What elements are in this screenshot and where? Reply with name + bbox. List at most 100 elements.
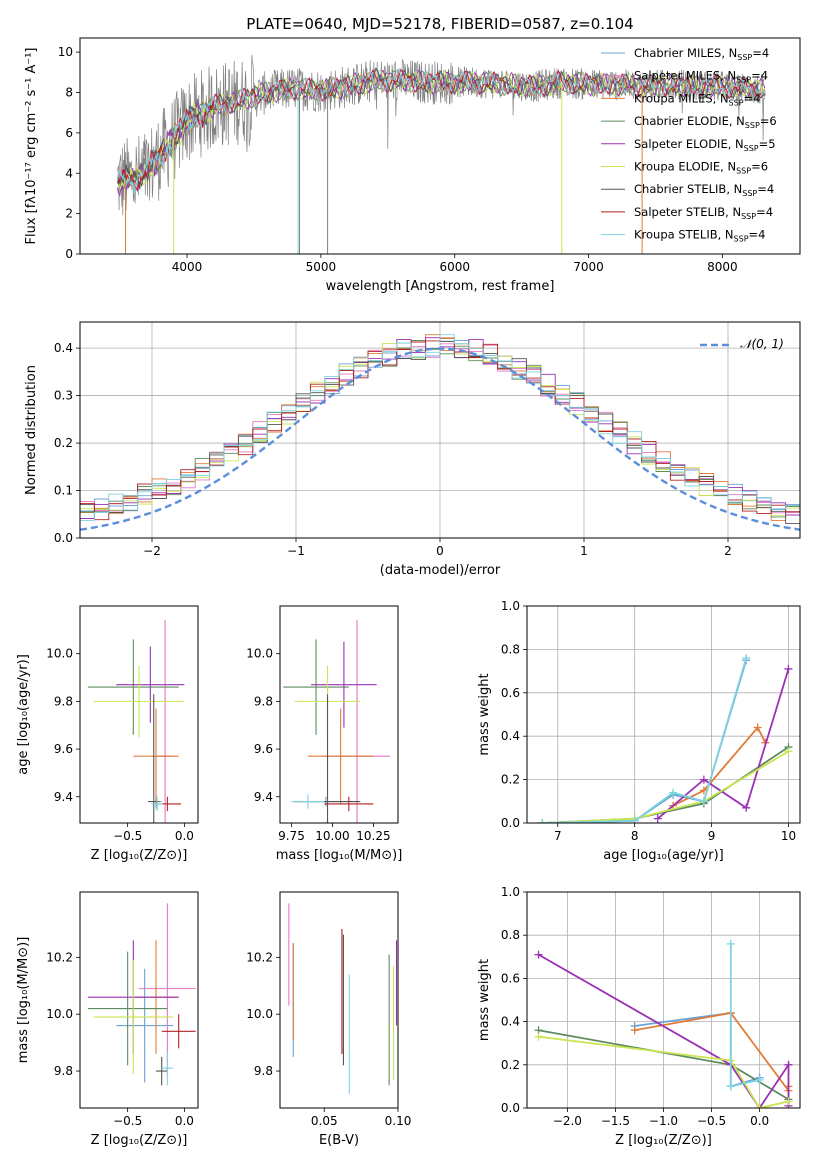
x-axis-label: wavelength [Angstrom, rest frame] [326,279,555,294]
x-tick-label: 10.25 [356,829,390,843]
residual-histogram-step [80,334,800,521]
legend-label: Salpeter ELODIE, NSSP=5 [634,137,776,153]
x-tick-label: 6000 [439,260,470,274]
y-tick-label: 0 [65,247,73,261]
mass-weight-point-marker [630,1026,639,1035]
mass-weight-point-marker [784,1097,793,1106]
x-tick-label: 0.0 [750,1114,769,1128]
x-tick-label: 8000 [707,260,738,274]
y-tick-label: 0.2 [501,1058,520,1072]
y-tick-label: 4 [65,166,73,180]
model-spectrum-line [117,68,766,190]
y-tick-label: 0.8 [501,928,520,942]
y-tick-label: 9.6 [54,742,73,756]
x-tick-label: 0.0 [175,1114,194,1128]
figure-title: PLATE=0640, MJD=52178, FIBERID=0587, z=0… [246,15,633,33]
mass-weight-point-marker [534,1032,543,1041]
x-tick-label: −2 [143,544,161,558]
x-tick-label: 0.10 [385,1114,412,1128]
x-tick-label: −0.5 [113,1114,142,1128]
x-tick-label: −1 [287,544,305,558]
y-tick-label: 0.2 [501,773,520,787]
plot-area [87,620,185,823]
y-tick-label: 10.0 [46,1007,73,1021]
model-spectrum-line [117,68,766,195]
x-tick-label: 10.00 [315,829,349,843]
x-axis-label: Z [log₁₀(Z/Z⊙)] [615,1133,712,1148]
plot-frame [79,605,199,824]
x-tick-label: 7000 [573,260,604,274]
plot-area [80,334,800,531]
x-tick-label: 5000 [306,260,337,274]
y-tick-label: 0.6 [501,686,520,700]
x-tick-label: 9.75 [278,829,305,843]
x-tick-label: 9 [708,829,716,843]
plot-frame [526,891,801,1109]
y-axis-label: Flux [fλ10⁻¹⁷ erg cm⁻² s⁻¹ A⁻¹] [24,48,39,245]
x-tick-label: 0.05 [311,1114,338,1128]
mass-weight-series-line [542,657,748,823]
x-tick-label: 1 [580,544,588,558]
x-axis-label: Z [log₁₀(Z/Z⊙)] [91,1133,188,1148]
mass-weight-series-line [542,660,748,823]
plot-frame [526,605,801,824]
mass-weight-series-line [672,725,767,807]
y-axis-label: Normed distribution [24,365,39,495]
x-tick-label: 0.0 [175,829,194,843]
x-axis-label: mass [log₁₀(M/M⊙)] [276,848,403,863]
y-tick-label: 0.0 [54,531,73,545]
y-tick-label: 2 [65,207,73,221]
model-spectrum-line [117,68,766,192]
x-tick-label: 7 [554,829,562,843]
mass-weight-point-marker [699,797,708,806]
normal-reference-curve [80,347,800,531]
y-tick-label: 1.0 [501,599,520,613]
y-tick-label: 1.0 [501,885,520,899]
x-tick-label: 2 [724,544,732,558]
y-tick-label: 0.6 [501,971,520,985]
y-axis-label: mass weight [477,959,492,1041]
mass-vs-Z-plot: −0.5 0.0 9.8 10.0 10.2 Z [log₁₀(Z/Z⊙)] mass [l… [16,891,199,1148]
y-tick-label: 0.0 [501,1101,520,1115]
y-tick-label: 9.6 [254,742,273,756]
plot-frame [79,321,801,539]
mass-weight-point-marker [630,816,639,823]
plot-area [288,903,398,1094]
legend-label: Kroupa MILES, NSSP=4 [634,91,760,107]
mass-vs-ebv-plot: 0.05 0.10 9.8 10.0 10.2 E(B-V) [246,891,412,1148]
mass-weight-series-line [538,1035,789,1108]
x-axis-label: age [log₁₀(age/yr)] [603,848,724,863]
y-tick-label: 10.0 [246,1007,273,1021]
y-tick-label: 10.0 [246,647,273,661]
mass-weight-point-marker [784,664,793,673]
plot-area [538,654,793,823]
mass-weight-point-marker [753,723,762,732]
plot-area [87,903,196,1086]
y-axis-label: mass weight [477,673,492,755]
x-tick-label: −0.5 [697,1114,726,1128]
x-axis-label: (data-model)/error [380,563,501,578]
mass-weight-point-marker [726,1082,735,1091]
plot-area [283,620,390,823]
y-tick-label: 0.8 [501,642,520,656]
y-tick-label: 9.4 [254,790,273,804]
model-spectrum-line [117,67,765,188]
mass-weight-point-marker [534,950,543,959]
x-tick-label: 10 [781,829,796,843]
age-vs-mass-plot: 9.75 10.00 10.25 9.4 9.6 9.8 10.0 mass [log₁₀(M… [246,605,403,863]
x-tick-label: −1.5 [601,1114,630,1128]
y-tick-label: 9.8 [54,1064,73,1078]
y-tick-label: 9.8 [254,1064,273,1078]
y-tick-label: 0.0 [501,816,520,830]
mass-weight-vs-age-plot: 7 8 9 10 0.0 0.2 0.4 0.6 0.8 1.0 age [log₁₀(age/yr… [477,599,801,863]
y-tick-label: 0.2 [54,436,73,450]
mass-weight-point-marker [784,1060,793,1069]
mass-weight-point-marker [755,1075,764,1084]
x-tick-label: −0.5 [113,829,142,843]
mass-weight-point-marker [726,939,735,948]
y-axis-label: age [log₁₀(age/yr)] [16,654,31,775]
mass-weight-point-marker [653,814,662,823]
x-axis-label: Z [log₁₀(Z/Z⊙)] [91,848,188,863]
legend-label: Salpeter MILES, NSSP=4 [634,69,768,85]
legend-label: Kroupa STELIB, NSSP=4 [634,228,765,244]
